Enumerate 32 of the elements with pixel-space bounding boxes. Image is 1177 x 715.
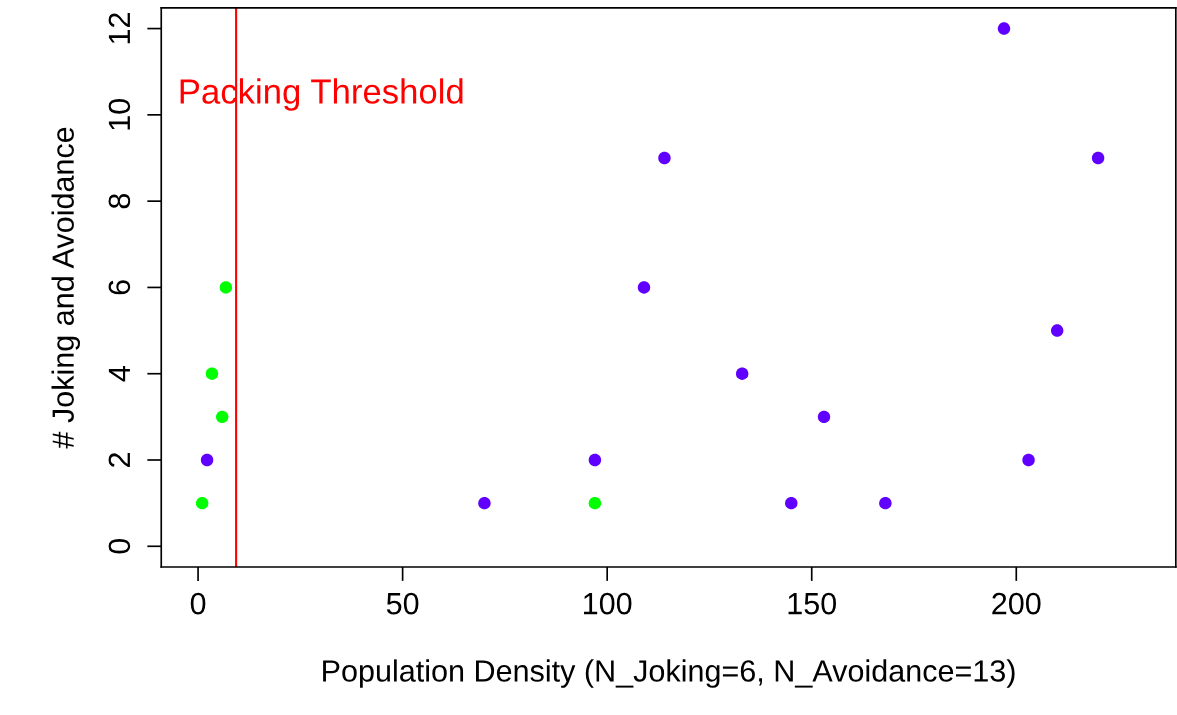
x-tick-label: 50: [386, 592, 419, 615]
point: [588, 453, 602, 467]
y-tick-label: 8: [108, 193, 131, 209]
point: [785, 496, 798, 510]
point: [997, 22, 1011, 35]
point: [1050, 324, 1064, 337]
point: [215, 410, 229, 424]
point: [817, 410, 831, 424]
point: [879, 496, 892, 510]
point: [205, 367, 219, 380]
x-tick-label: 100: [584, 592, 632, 615]
x-tick-label: 0: [190, 592, 206, 615]
point: [588, 496, 602, 510]
x-tick-label: 150: [788, 592, 837, 615]
y-tick-label: 6: [108, 280, 131, 295]
y-tick-label: 2: [108, 453, 130, 467]
x-tick-label: 200: [992, 592, 1041, 615]
y-tick-label: 0: [108, 538, 131, 554]
point: [637, 281, 651, 294]
point: [1022, 453, 1035, 467]
y-tick-label: 10: [108, 99, 131, 130]
point: [195, 496, 209, 510]
y-tick-label: 4: [108, 366, 130, 382]
x-axis-title: Population Density (N_Joking=6, N_Avoidance=13): [323, 659, 1015, 688]
point: [735, 367, 749, 380]
point: [200, 453, 214, 467]
y-axis-title: # Joking and Avoidance: [51, 127, 80, 449]
y-tick-label: 12: [108, 13, 130, 44]
point: [219, 281, 233, 294]
point: [658, 151, 671, 165]
point: [1091, 151, 1105, 165]
point: [478, 496, 491, 510]
